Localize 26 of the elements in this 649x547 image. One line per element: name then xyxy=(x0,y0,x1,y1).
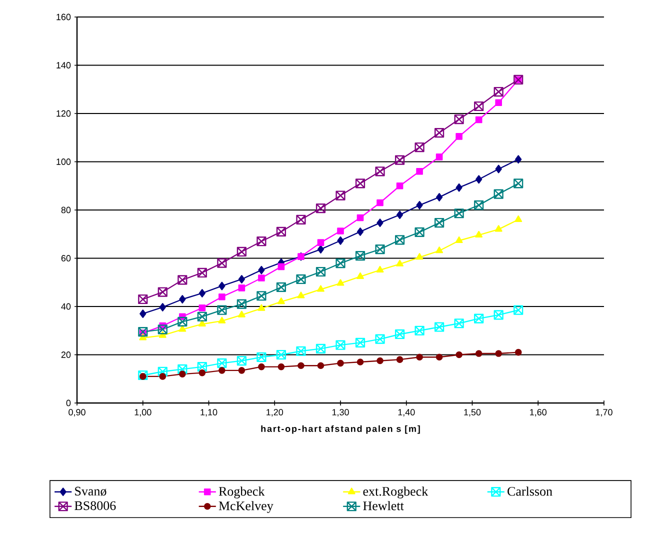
y-tick-label: 80 xyxy=(61,206,71,214)
x-tick-label: 1,10 xyxy=(200,409,218,416)
legend-label: ext.Rogbeck xyxy=(363,486,428,498)
y-tick-label: 160 xyxy=(56,14,71,20)
legend-label: McKelvey xyxy=(218,501,274,513)
y-tick-label: 0 xyxy=(66,400,71,406)
x-tick-label: 1,40 xyxy=(398,409,415,416)
legend-label: BS8006 xyxy=(74,501,116,510)
legend-label: Svanø xyxy=(75,486,106,496)
legend-label: Carlsson xyxy=(508,486,552,496)
y-tick-label: 100 xyxy=(56,158,71,165)
x-tick-label: 1,50 xyxy=(464,409,481,416)
y-tick-label: 20 xyxy=(61,352,71,358)
y-tick-label: 40 xyxy=(61,303,71,310)
y-tick-label: 140 xyxy=(56,62,71,68)
x-tick-label: 1,60 xyxy=(530,409,547,416)
y-tick-label: 60 xyxy=(61,255,71,262)
legend-label: Hewlett xyxy=(363,501,404,510)
x-tick-label: 0,90 xyxy=(68,409,86,416)
x-tick-label: 1,00 xyxy=(134,409,152,416)
x-axis-title: hart-op-hart afstand palen s [m] xyxy=(261,425,420,434)
x-tick-label: 1,20 xyxy=(266,409,284,416)
x-tick-label: 1,70 xyxy=(596,409,612,416)
legend-label: Rogbeck xyxy=(218,486,265,498)
y-tick-label: 120 xyxy=(56,110,71,117)
x-tick-label: 1,30 xyxy=(332,409,349,416)
